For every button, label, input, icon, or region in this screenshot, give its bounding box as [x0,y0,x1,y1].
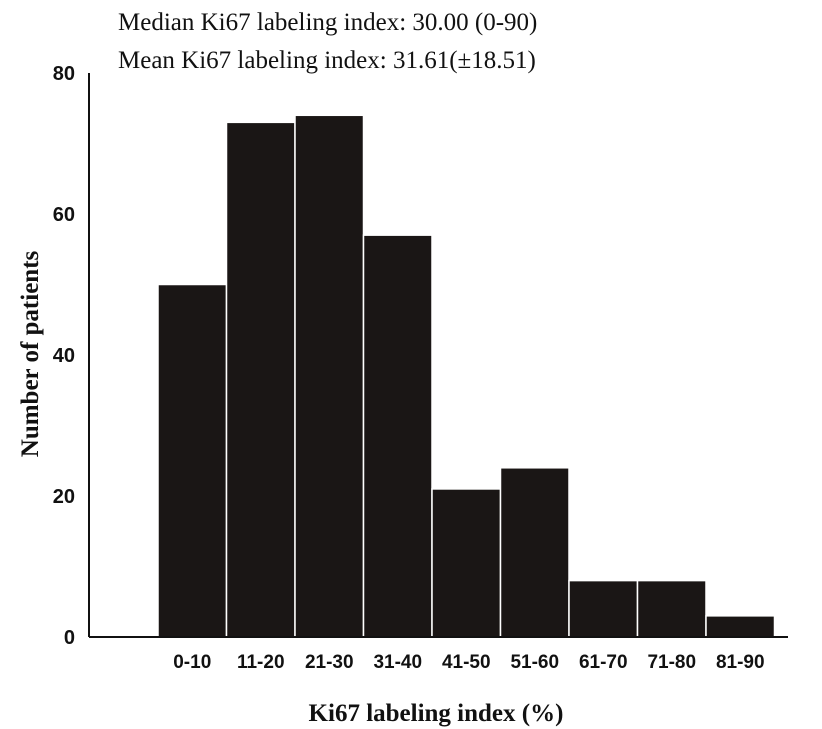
x-tick-label: 61-70 [579,652,628,673]
mean-annotation: Mean Ki67 labeling index: 31.61(±18.51) [118,47,536,74]
x-axis-title: Ki67 labeling index (%) [309,700,564,727]
x-tick-labels: 0-10 11-20 21-30 31-40 41-50 51-60 61-70 71-80 8… [173,652,764,673]
bars-group [157,114,776,638]
bar-51-60 [499,467,570,638]
bar-41-50 [431,488,502,638]
y-tick-label: 20 [53,486,75,508]
y-tick-labels: 0 20 40 60 80 [53,63,75,649]
bar-31-40 [362,234,433,638]
bar-61-70 [568,579,639,638]
x-tick-label: 31-40 [373,652,422,673]
x-tick-label: 81-90 [716,652,765,673]
bar-81-90 [705,615,776,638]
x-tick-label: 0-10 [173,652,211,673]
x-tick-label: 71-80 [647,652,696,673]
median-annotation: Median Ki67 labeling index: 30.00 (0-90) [118,9,537,36]
y-tick-label: 0 [64,627,75,649]
bar-11-20 [225,121,296,638]
y-axis-title: Number of patients [17,250,44,457]
y-tick-label: 40 [53,345,75,367]
x-tick-label: 41-50 [442,652,491,673]
x-tick-label: 51-60 [510,652,559,673]
x-tick-label: 11-20 [237,652,285,673]
bar-0-10 [157,283,228,638]
bar-21-30 [294,114,365,638]
y-tick-label: 60 [53,204,75,226]
y-tick-label: 80 [53,63,75,85]
x-tick-label: 21-30 [305,652,354,673]
bar-71-80 [636,579,707,638]
